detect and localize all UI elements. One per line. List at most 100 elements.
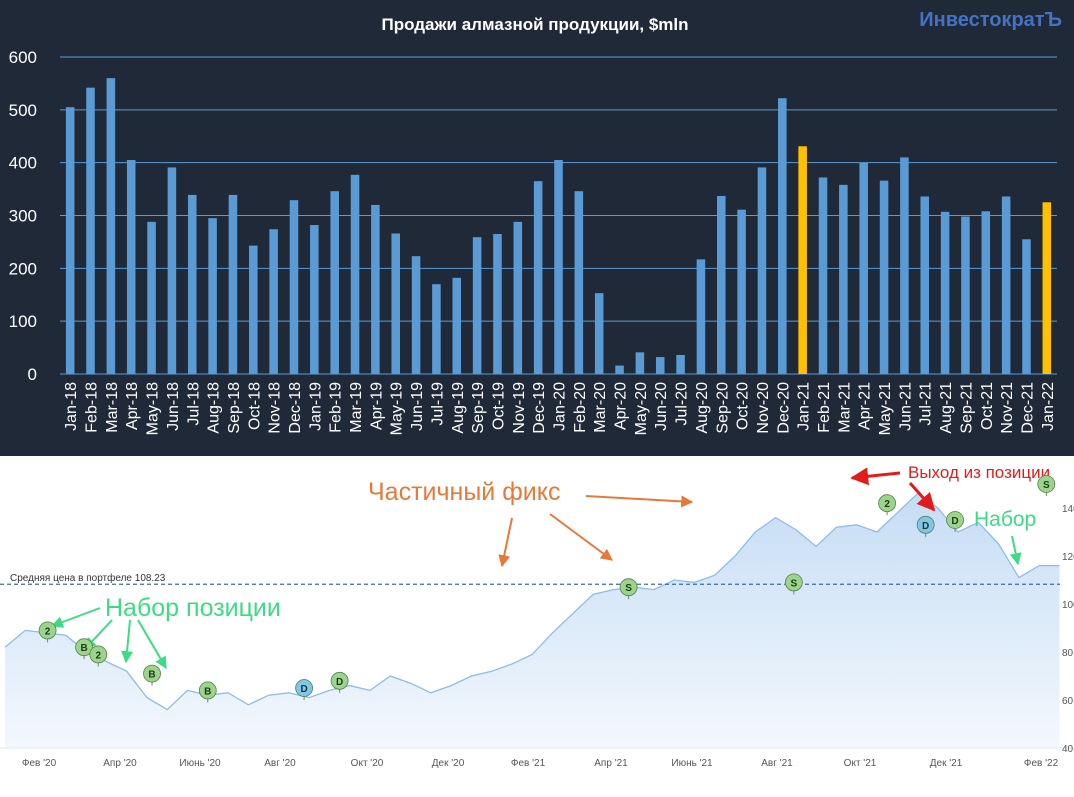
price-area-fill bbox=[5, 493, 1060, 748]
arrow-nabor-3 bbox=[121, 619, 133, 664]
price-x-tick-label: Апр '21 bbox=[594, 758, 628, 769]
bar-may-20 bbox=[635, 352, 645, 374]
bar-x-tick-label: Mar-21 bbox=[836, 382, 853, 433]
trade-marker-d[interactable]: D bbox=[295, 679, 314, 701]
bar-apr-21 bbox=[859, 162, 868, 374]
portfolio-price-chart: 40 60 80 100 120 140 Фев '20 Апр '20 Июнь '20 Ав… bbox=[0, 456, 1074, 797]
bar-x-tick-label: Jan-22 bbox=[1040, 382, 1057, 431]
trade-marker-d[interactable]: D bbox=[946, 511, 964, 533]
bar-x-tick-label: Jun-21 bbox=[897, 382, 914, 431]
trade-marker-s[interactable]: S bbox=[784, 573, 803, 595]
trade-marker-d[interactable]: D bbox=[330, 671, 349, 693]
price-y-tick-label: 120 bbox=[1062, 552, 1074, 563]
trade-marker-s[interactable]: S bbox=[1037, 475, 1056, 497]
bar-x-tick-label: Oct-21 bbox=[979, 382, 996, 430]
bar-x-tick-label: Jul-18 bbox=[185, 382, 202, 426]
bar-sep-20 bbox=[717, 195, 726, 374]
bar-x-tick-label: Aug-20 bbox=[694, 382, 711, 434]
bar-oct-21 bbox=[981, 211, 991, 374]
price-y-tick-label: 40 bbox=[1062, 744, 1074, 755]
trade-marker-label: D bbox=[951, 516, 958, 527]
bar-sep-21 bbox=[961, 216, 970, 374]
bar-x-tick-label: Aug-18 bbox=[206, 382, 223, 434]
bar-x-tick-label: Jul-19 bbox=[429, 382, 446, 426]
bar-x-tick-label: Dec-21 bbox=[1019, 382, 1036, 434]
bar-x-tick-label: Oct-18 bbox=[246, 382, 263, 430]
bar-apr-18 bbox=[126, 160, 136, 374]
arrow-fiks-1 bbox=[498, 517, 513, 568]
bar-x-tick-label: Oct-19 bbox=[490, 382, 507, 430]
bar-x-tick-label: Feb-21 bbox=[816, 382, 833, 433]
trade-marker-b[interactable]: B bbox=[75, 638, 93, 660]
bar-oct-20 bbox=[737, 209, 746, 374]
bar-jan-20 bbox=[554, 160, 563, 374]
bar-apr-20 bbox=[615, 365, 624, 374]
bar-x-tick-label: Sep-19 bbox=[470, 382, 487, 434]
bar-x-tick-label: Jan-18 bbox=[63, 382, 80, 431]
trade-marker-2[interactable]: 2 bbox=[878, 494, 897, 516]
price-x-tick-label: Фев '21 bbox=[511, 758, 546, 769]
bar-dec-20 bbox=[778, 98, 787, 375]
trade-marker-label: D bbox=[336, 677, 343, 688]
bar-sep-19 bbox=[472, 237, 482, 374]
bar-jan-21 bbox=[798, 146, 807, 374]
trade-marker-label: S bbox=[1043, 480, 1050, 491]
bar-x-tick-label: Sep-21 bbox=[958, 382, 975, 434]
bar-jan-19 bbox=[310, 225, 319, 374]
bar-x-tick-label: Dec-18 bbox=[287, 382, 304, 434]
trade-marker-b[interactable]: B bbox=[198, 681, 217, 703]
bar-x-tick-label: May-21 bbox=[877, 382, 894, 435]
bar-jan-18 bbox=[65, 107, 75, 375]
bar-x-tick-label: Sep-18 bbox=[226, 382, 243, 434]
bar-mar-21 bbox=[839, 184, 848, 374]
arrow-fiks-3 bbox=[585, 495, 694, 508]
bar-jun-19 bbox=[411, 256, 421, 374]
bar-may-18 bbox=[147, 221, 156, 374]
bar-nov-20 bbox=[757, 167, 767, 374]
trade-marker-s[interactable]: S bbox=[619, 578, 638, 600]
bar-oct-19 bbox=[493, 233, 502, 374]
bar-x-tick-label: Dec-19 bbox=[531, 382, 548, 434]
trade-marker-2[interactable]: 2 bbox=[38, 621, 57, 643]
bar-nov-18 bbox=[269, 229, 278, 374]
bar-jun-20 bbox=[655, 357, 665, 374]
annotation-chastichny-fiks: Частичный фикс bbox=[368, 478, 560, 506]
trade-marker-label: S bbox=[790, 578, 797, 589]
price-y-tick-label: 60 bbox=[1062, 696, 1074, 707]
trade-marker-label: D bbox=[922, 521, 929, 532]
price-x-tick-label: Фев '22 bbox=[1024, 758, 1059, 769]
price-y-tick-label: 100 bbox=[1062, 600, 1074, 611]
bar-feb-19 bbox=[330, 191, 339, 374]
price-y-tick-label: 140 bbox=[1062, 504, 1074, 515]
bar-jul-19 bbox=[432, 284, 441, 374]
trade-marker-d[interactable]: D bbox=[916, 515, 935, 537]
bar-x-tick-label: Jun-20 bbox=[653, 382, 670, 431]
bar-x-tick-label: Aug-19 bbox=[450, 382, 467, 434]
price-x-tick-label: Июнь '20 bbox=[179, 758, 221, 769]
annotation-nabor: Набор bbox=[974, 508, 1036, 531]
bar-x-tick-label: Mar-18 bbox=[104, 382, 121, 433]
bar-y-tick-label: 600 bbox=[9, 48, 37, 67]
bar-y-tick-label: 100 bbox=[9, 312, 37, 331]
bar-jun-21 bbox=[900, 157, 909, 374]
bar-nov-19 bbox=[513, 221, 523, 374]
bar-feb-18 bbox=[86, 87, 95, 374]
bar-x-tick-label: Feb-20 bbox=[572, 382, 589, 433]
price-x-tick-label: Дек '20 bbox=[432, 758, 465, 769]
bar-aug-21 bbox=[940, 211, 950, 374]
average-price-label: Средняя цена в портфеле 108.23 bbox=[10, 572, 166, 584]
price-x-tick-label: Июнь '21 bbox=[671, 758, 713, 769]
bar-x-tick-label: Jun-18 bbox=[165, 382, 182, 431]
trade-marker-label: 2 bbox=[96, 650, 102, 661]
bar-y-tick-label: 400 bbox=[9, 154, 37, 173]
bar-jan-22 bbox=[1042, 202, 1052, 374]
bar-sep-18 bbox=[228, 194, 238, 374]
bar-x-tick-label: Nov-20 bbox=[755, 382, 772, 434]
bar-x-tick-label: Mar-19 bbox=[348, 382, 365, 433]
bar-x-tick-label: May-18 bbox=[145, 382, 162, 435]
bar-oct-18 bbox=[249, 245, 258, 374]
trade-marker-2[interactable]: 2 bbox=[89, 645, 108, 667]
bar-x-tick-label: Dec-20 bbox=[775, 382, 792, 434]
bar-x-tick-label: Jul-21 bbox=[918, 382, 935, 426]
trade-marker-b[interactable]: B bbox=[143, 664, 161, 686]
